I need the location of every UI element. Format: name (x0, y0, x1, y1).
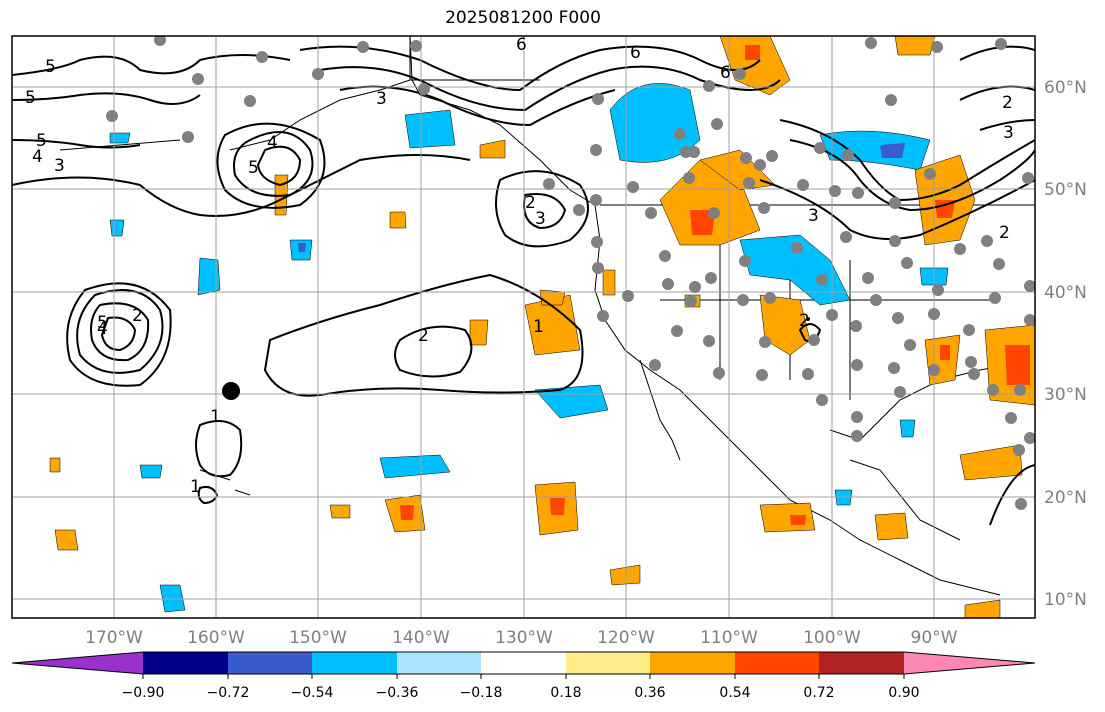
colorbar-right-arrow (904, 652, 1035, 674)
lat-label: 10°N (1044, 590, 1087, 610)
colorbar-segment (735, 652, 819, 674)
colorbar-tick-label: −0.18 (460, 685, 503, 701)
black-marker-dot-small (806, 317, 810, 321)
contour-label: 4 (32, 147, 43, 167)
contour-label: 3 (376, 89, 387, 109)
lat-label: 60°N (1044, 78, 1087, 98)
contour-label: 3 (808, 206, 819, 226)
lat-label: 50°N (1044, 180, 1087, 200)
contour-label: 1 (190, 477, 201, 497)
colorbar-segment (312, 652, 397, 674)
lon-label: 100°W (803, 628, 861, 648)
colorbar-ticks (142, 674, 905, 679)
contour-label: 5 (45, 57, 56, 77)
map-title: 2025081200 F000 (445, 8, 601, 28)
colorbar-tick-label: 0.36 (634, 685, 665, 701)
colorbar-tick-label: −0.72 (207, 685, 250, 701)
contour-label: 1 (533, 317, 544, 337)
colorbar-left-arrow (12, 652, 143, 674)
strong-negative-regions (298, 143, 905, 252)
contour-label: 6 (720, 63, 731, 83)
map-panel: 5 5 5 4 3 3 4 5 2 3 2 1 2 1 1 6 6 2 2 2 … (12, 35, 1035, 618)
lon-label: 170°W (85, 628, 143, 648)
contour-label: 2 (999, 223, 1010, 243)
lon-label: 120°W (597, 628, 655, 648)
colorbar-segment (566, 652, 650, 674)
contour-label: 4 (97, 319, 108, 339)
colorbar-tick-label: −0.90 (122, 685, 165, 701)
lat-label: 40°N (1044, 283, 1087, 303)
colorbar-segment (397, 652, 481, 674)
contour-label: 3 (54, 156, 65, 176)
colorbar-tick-label: 0.72 (803, 685, 834, 701)
contour-label: 4 (267, 133, 278, 153)
contour-label: 5 (25, 88, 36, 108)
lon-label: 110°W (700, 628, 758, 648)
colorbar-tick-label: 0.90 (888, 685, 919, 701)
contour-label: 2 (418, 326, 429, 346)
contour-label: 3 (1003, 123, 1014, 143)
station-markers (106, 36, 1035, 510)
contour-label-group: 5 5 5 4 3 3 4 5 2 3 2 1 2 1 1 6 6 2 2 2 … (25, 35, 1014, 497)
colorbar-tick-label: 0.54 (719, 685, 750, 701)
lat-label: 20°N (1044, 488, 1087, 508)
graticule (12, 36, 1035, 618)
colorbar-segment (650, 652, 735, 674)
lon-label: 90°W (911, 628, 958, 648)
contour-label: 6 (630, 43, 641, 63)
contour-label: 2 (799, 311, 810, 331)
longitude-labels: 170°W 160°W 150°W 140°W 130°W 120°W 110°… (85, 628, 958, 648)
colorbar-segment (143, 652, 228, 674)
lat-label: 30°N (1044, 385, 1087, 405)
lon-label: 140°W (392, 628, 450, 648)
strong-positive-regions (400, 45, 1030, 525)
lon-label: 160°W (187, 628, 245, 648)
colorbar-tick-label: 0.18 (550, 685, 581, 701)
contour-label: 5 (97, 313, 108, 333)
black-marker-dot (222, 382, 240, 400)
contour-label: 2 (525, 193, 536, 213)
contour-label: 2 (132, 306, 143, 326)
contour-label: 5 (36, 131, 47, 151)
contour-label: 5 (248, 158, 259, 178)
colorbar-tick-label: −0.54 (291, 685, 334, 701)
latitude-labels: 60°N 50°N 40°N 30°N 20°N 10°N (1044, 78, 1087, 610)
colorbar-segment (819, 652, 904, 674)
contour-label: 6 (516, 35, 527, 55)
colorbar-segment (228, 652, 312, 674)
contour-label: 2 (1002, 93, 1013, 113)
colorbar: −0.90 −0.72 −0.54 −0.36 −0.18 0.18 0.36 … (11, 651, 1036, 701)
colorbar-tick-label: −0.36 (376, 685, 419, 701)
map-frame (11, 35, 1036, 619)
colorbar-segment (481, 652, 566, 674)
lon-label: 150°W (289, 628, 347, 648)
contour-label: 1 (210, 407, 221, 427)
lon-label: 130°W (495, 628, 553, 648)
contour-label: 3 (535, 209, 546, 229)
negative-anomaly-regions (109, 83, 949, 613)
